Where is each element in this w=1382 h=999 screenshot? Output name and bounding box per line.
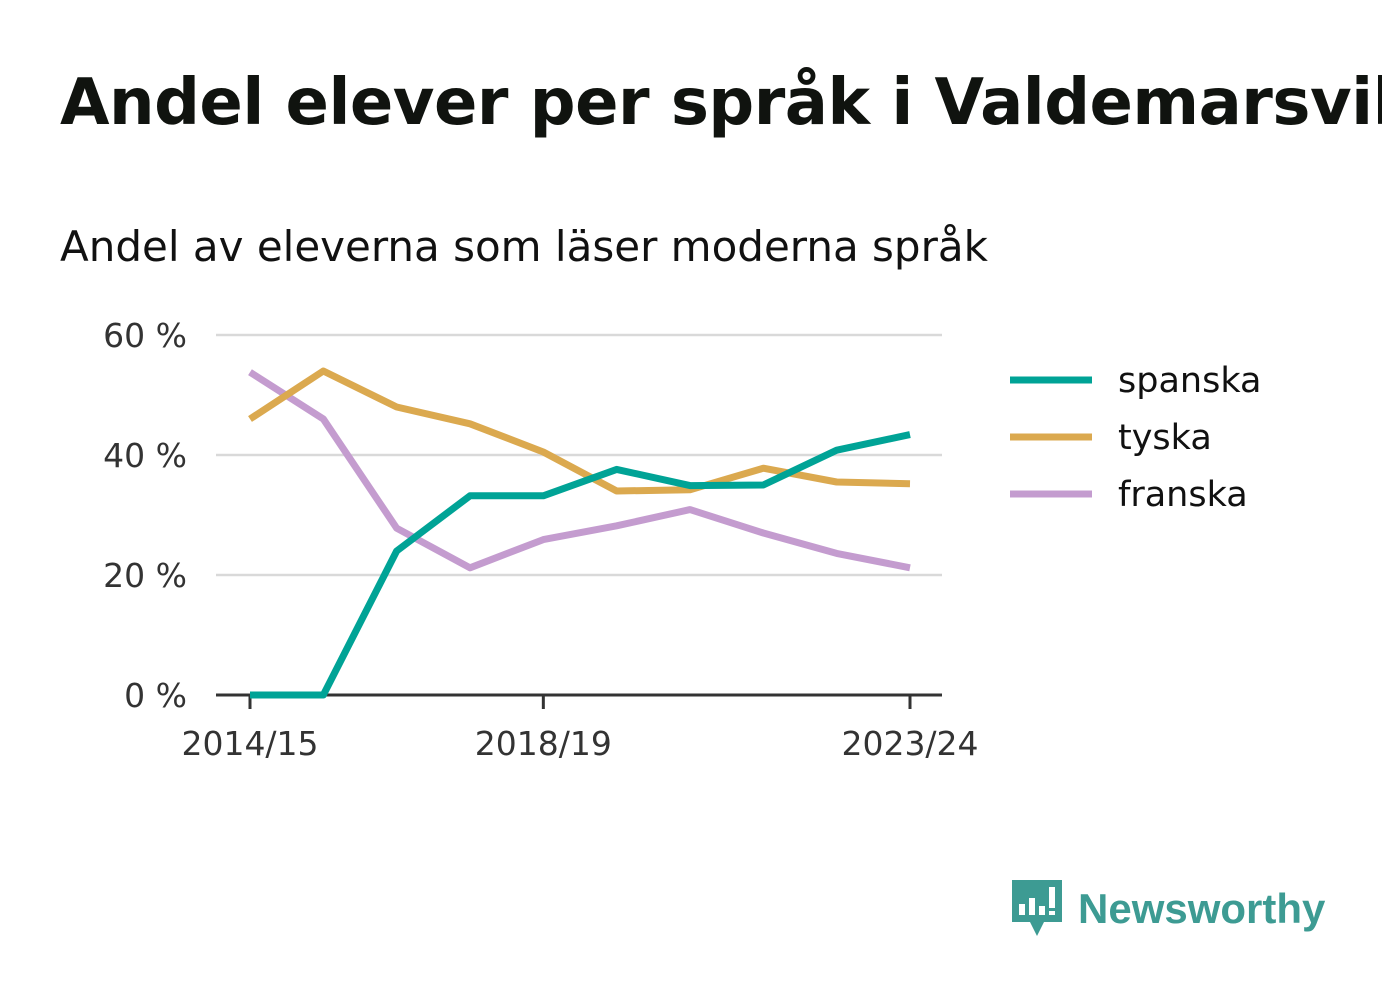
y-tick-label: 0 % (124, 676, 187, 715)
x-tick-label: 2018/19 (475, 724, 612, 763)
brand-logo: Newsworthy (1010, 878, 1325, 940)
y-axis-tick-labels: 0 % 20 % 40 % 60 % (103, 316, 187, 715)
chart-subtitle: Andel av eleverna som läser moderna språ… (60, 222, 988, 271)
y-tick-label: 60 % (103, 316, 187, 355)
y-tick-label: 40 % (103, 436, 187, 475)
x-tick-label: 2014/15 (181, 724, 318, 763)
series-line-spanska (250, 431, 911, 699)
legend-label-tyska: tyska (1118, 418, 1212, 458)
legend-label-spanska: spanska (1118, 361, 1261, 401)
legend-label-franska: franska (1118, 475, 1248, 515)
series-line-tyska (248, 367, 911, 495)
series-lines (248, 367, 911, 699)
newsworthy-bar-chart-bubble-icon (1012, 880, 1062, 936)
legend: spanska tyska franska (1010, 361, 1261, 515)
y-tick-label: 20 % (103, 556, 187, 595)
x-tick-label: 2023/24 (841, 724, 978, 763)
x-axis: 2014/15 2018/19 2023/24 (181, 693, 979, 763)
series-line-franska (248, 369, 911, 572)
chart-title: Andel elever per språk i Valdemarsvik (60, 66, 1382, 140)
brand-name: Newsworthy (1078, 885, 1326, 932)
